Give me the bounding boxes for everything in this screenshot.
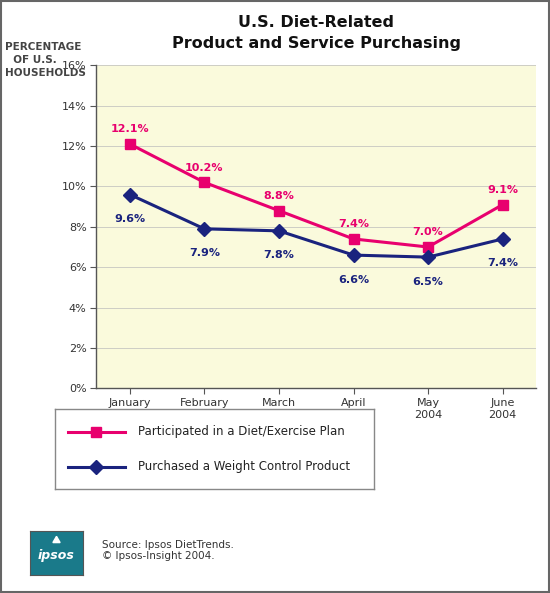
Text: PERCENTAGE
  OF U.S.
HOUSEHOLDS: PERCENTAGE OF U.S. HOUSEHOLDS bbox=[6, 42, 86, 78]
Text: 7.9%: 7.9% bbox=[189, 248, 220, 259]
Text: 9.6%: 9.6% bbox=[114, 214, 145, 224]
Text: 7.4%: 7.4% bbox=[338, 219, 369, 229]
Text: Purchased a Weight Control Product: Purchased a Weight Control Product bbox=[138, 460, 350, 473]
Text: U.S. Diet-Related
Product and Service Purchasing: U.S. Diet-Related Product and Service Pu… bbox=[172, 15, 461, 51]
Text: ipsos: ipsos bbox=[38, 549, 75, 562]
Text: 6.6%: 6.6% bbox=[338, 275, 369, 285]
Text: 7.8%: 7.8% bbox=[263, 250, 294, 260]
Text: Participated in a Diet/Exercise Plan: Participated in a Diet/Exercise Plan bbox=[138, 425, 345, 438]
Text: Source: Ipsos DietTrends.
© Ipsos-Insight 2004.: Source: Ipsos DietTrends. © Ipsos-Insigh… bbox=[102, 540, 234, 561]
Text: 12.1%: 12.1% bbox=[111, 125, 149, 134]
Text: 7.0%: 7.0% bbox=[412, 227, 443, 237]
Text: 7.4%: 7.4% bbox=[487, 259, 518, 269]
Text: 6.5%: 6.5% bbox=[412, 276, 443, 286]
Text: 8.8%: 8.8% bbox=[263, 191, 294, 201]
Text: 10.2%: 10.2% bbox=[185, 162, 224, 173]
Text: 9.1%: 9.1% bbox=[487, 185, 518, 195]
